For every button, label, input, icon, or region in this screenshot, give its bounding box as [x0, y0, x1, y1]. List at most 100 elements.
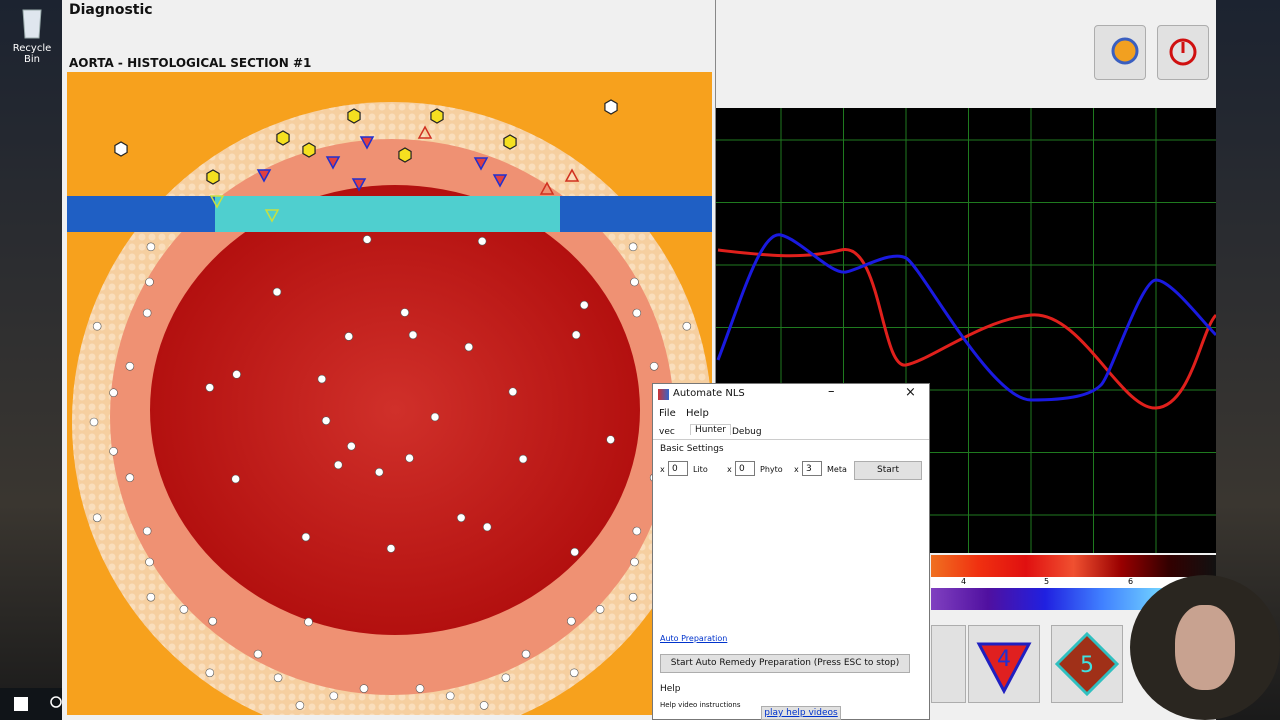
- marker-dot: [205, 383, 215, 392]
- marker-hexagon: [302, 142, 316, 158]
- field-prefix: x: [794, 465, 799, 474]
- marker-triangle: [351, 178, 367, 192]
- marker-dot: [273, 673, 283, 683]
- sound-icon: [1111, 37, 1139, 65]
- lumen: [150, 185, 640, 635]
- tab-active[interactable]: Hunter: [690, 424, 731, 435]
- color-scale-red: [931, 555, 1216, 577]
- field-input[interactable]: 0: [668, 461, 688, 476]
- icon-shape: [1054, 631, 1120, 697]
- auto-remedy-button[interactable]: Start Auto Remedy Preparation (Press ESC…: [660, 654, 910, 673]
- field-input[interactable]: 3: [802, 461, 822, 476]
- dialog-titlebar: Automate NLS – ×: [653, 384, 929, 406]
- webcam-overlay: [1130, 575, 1280, 720]
- marker-dot: [595, 605, 605, 614]
- marker-dot: [567, 616, 576, 626]
- section-heading: Basic Settings: [660, 444, 724, 454]
- tab[interactable]: Debug: [732, 427, 762, 437]
- marker-dot: [405, 453, 414, 463]
- marker-dot: [109, 446, 118, 456]
- play-help-button[interactable]: play help videos: [761, 706, 841, 720]
- field-prefix: x: [727, 465, 732, 474]
- close-button[interactable]: ×: [905, 385, 916, 400]
- marker-dot: [304, 617, 313, 627]
- marker-dot: [569, 668, 579, 678]
- tab[interactable]: vec: [659, 427, 675, 437]
- marker-dot: [205, 668, 215, 678]
- recycle-bin[interactable]: Recycle Bin: [6, 4, 58, 65]
- marker-dot: [508, 387, 518, 397]
- help-heading: Help: [660, 684, 681, 694]
- app-icon: [658, 389, 669, 400]
- search-icon[interactable]: [50, 696, 62, 708]
- marker-hexagon: [503, 134, 517, 150]
- marker-dot: [344, 332, 354, 341]
- marker-triangle: [564, 168, 580, 182]
- marker-dot: [125, 361, 135, 371]
- marker-hexagon: [114, 141, 128, 157]
- field-input[interactable]: 0: [735, 461, 755, 476]
- marker-dot: [145, 277, 154, 287]
- auto-preparation-link[interactable]: Auto Preparation: [660, 634, 728, 643]
- field-label: Phyto: [760, 465, 783, 474]
- marker-dot: [321, 416, 331, 425]
- automate-dialog: Automate NLS – × File Help vec Hunter De…: [652, 383, 930, 720]
- menu-item[interactable]: File: [659, 408, 676, 419]
- markers: [89, 99, 695, 710]
- tool-button[interactable]: 4: [968, 625, 1040, 703]
- marker-dot: [606, 435, 615, 444]
- marker-dot: [301, 532, 311, 542]
- marker-hexagon: [206, 169, 220, 185]
- minimize-button[interactable]: –: [828, 384, 835, 399]
- tool-button[interactable]: 5: [1051, 625, 1123, 703]
- marker-dot: [477, 236, 487, 246]
- marker-dot: [386, 544, 396, 553]
- taskbar-icons: [14, 696, 62, 711]
- marker-dot: [333, 460, 343, 470]
- start-icon[interactable]: [14, 697, 28, 711]
- marker-hexagon: [347, 108, 361, 124]
- tool-button[interactable]: [931, 625, 966, 703]
- scale-label: 5: [1044, 577, 1050, 586]
- icon-label: Recycle Bin: [12, 43, 52, 65]
- sound-button[interactable]: [1094, 25, 1146, 80]
- marker-dot: [430, 412, 440, 422]
- dialog-title: Automate NLS: [673, 388, 745, 399]
- marker-dot: [415, 684, 425, 693]
- section-image: [67, 72, 712, 715]
- menu-item[interactable]: Help: [686, 408, 709, 419]
- marker-hexagon: [276, 130, 290, 146]
- marker-dot: [142, 526, 152, 536]
- marker-hexagon: [430, 108, 444, 124]
- marker-dot: [208, 616, 217, 626]
- marker-dot: [329, 691, 339, 701]
- marker-dot: [630, 277, 639, 287]
- webcam-face: [1175, 605, 1235, 690]
- start-button[interactable]: Start: [854, 461, 922, 480]
- scan-band-highlight: [215, 196, 560, 232]
- marker-dot: [482, 522, 492, 532]
- bin-shape: [22, 9, 42, 39]
- marker-dot: [521, 649, 531, 659]
- power-icon: [1169, 38, 1197, 66]
- tab-strip: vec Hunter Debug: [653, 424, 929, 440]
- marker-dot: [179, 605, 189, 614]
- marker-dot: [445, 691, 455, 701]
- marker-dot: [317, 374, 327, 384]
- marker-triangle: [325, 156, 341, 170]
- scale-label: 6: [1128, 577, 1134, 586]
- marker-dot: [362, 235, 372, 244]
- marker-dot: [518, 454, 528, 464]
- marker-triangle: [492, 174, 508, 188]
- power-button[interactable]: [1157, 25, 1209, 80]
- marker-hexagon: [398, 147, 412, 163]
- marker-dot: [272, 287, 282, 297]
- section-title: AORTA - HISTOLOGICAL SECTION #1: [69, 56, 312, 70]
- marker-dot: [347, 441, 356, 451]
- marker-triangle: [473, 157, 489, 171]
- blue-wave: [716, 233, 1216, 402]
- marker-dot: [464, 342, 474, 352]
- marker-dot: [253, 649, 263, 659]
- marker-triangle: [256, 169, 272, 183]
